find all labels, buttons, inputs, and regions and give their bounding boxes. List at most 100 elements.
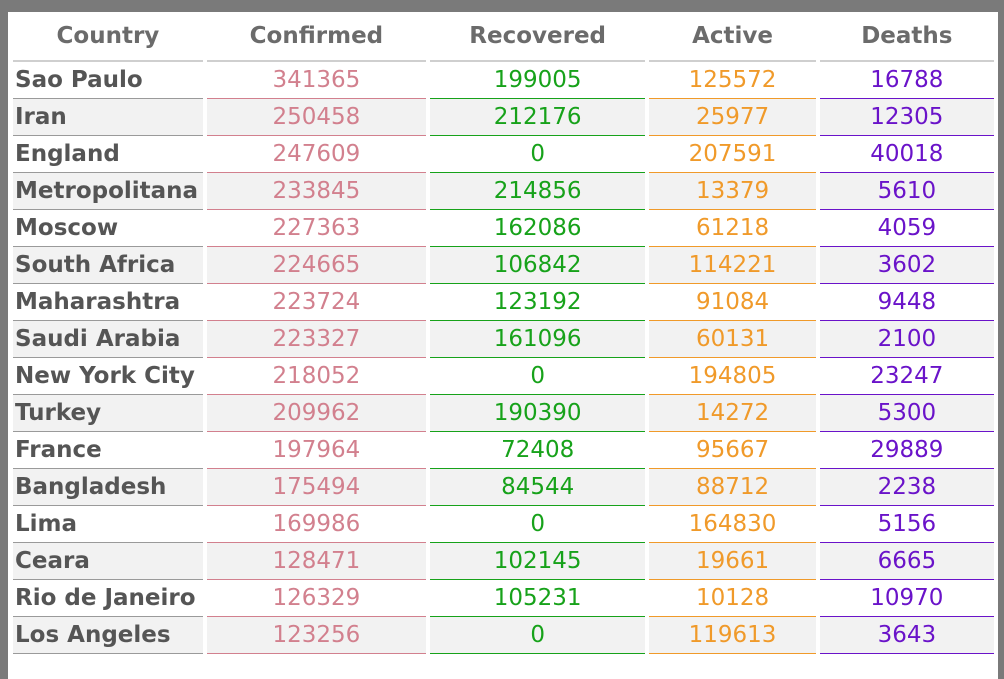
table-row[interactable]: Los Angeles 123256 0 119613 3643 xyxy=(13,617,994,654)
cell-country: Los Angeles xyxy=(13,617,203,654)
cell-deaths: 3643 xyxy=(819,617,994,654)
cell-country: France xyxy=(13,432,203,469)
cell-confirmed: 224665 xyxy=(206,247,426,284)
cell-active: 14272 xyxy=(649,395,816,432)
cell-deaths: 6665 xyxy=(819,543,994,580)
cell-deaths: 2100 xyxy=(819,321,994,358)
table-row[interactable]: Rio de Janeiro 126329 105231 10128 10970 xyxy=(13,580,994,617)
cell-active: 207591 xyxy=(649,136,816,173)
cell-deaths: 2238 xyxy=(819,469,994,506)
cell-recovered: 84544 xyxy=(429,469,646,506)
cell-recovered: 161096 xyxy=(429,321,646,358)
cell-recovered: 106842 xyxy=(429,247,646,284)
table-row[interactable]: Metropolitana 233845 214856 13379 5610 xyxy=(13,173,994,210)
cell-confirmed: 123256 xyxy=(206,617,426,654)
cell-country: Moscow xyxy=(13,210,203,247)
cell-country: South Africa xyxy=(13,247,203,284)
table-row[interactable]: New York City 218052 0 194805 23247 xyxy=(13,358,994,395)
cell-deaths: 9448 xyxy=(819,284,994,321)
cell-active: 10128 xyxy=(649,580,816,617)
cell-recovered: 0 xyxy=(429,358,646,395)
cell-active: 60131 xyxy=(649,321,816,358)
cell-active: 164830 xyxy=(649,506,816,543)
cell-deaths: 5610 xyxy=(819,173,994,210)
cell-active: 194805 xyxy=(649,358,816,395)
header-row: Country Confirmed Recovered Active Death… xyxy=(13,12,994,62)
table-row[interactable]: Moscow 227363 162086 61218 4059 xyxy=(13,210,994,247)
cell-deaths: 3602 xyxy=(819,247,994,284)
table-row[interactable]: Sao Paulo 341365 199005 125572 16788 xyxy=(13,62,994,99)
column-header-confirmed[interactable]: Confirmed xyxy=(206,12,426,62)
cell-active: 119613 xyxy=(649,617,816,654)
cell-recovered: 102145 xyxy=(429,543,646,580)
cell-active: 114221 xyxy=(649,247,816,284)
cell-recovered: 0 xyxy=(429,617,646,654)
table-row[interactable]: Saudi Arabia 223327 161096 60131 2100 xyxy=(13,321,994,358)
table-row[interactable]: Bangladesh 175494 84544 88712 2238 xyxy=(13,469,994,506)
covid-stats-table: Country Confirmed Recovered Active Death… xyxy=(9,12,998,654)
cell-country: New York City xyxy=(13,358,203,395)
cell-country: Metropolitana xyxy=(13,173,203,210)
column-header-active[interactable]: Active xyxy=(649,12,816,62)
table-row[interactable]: Lima 169986 0 164830 5156 xyxy=(13,506,994,543)
cell-confirmed: 247609 xyxy=(206,136,426,173)
cell-deaths: 40018 xyxy=(819,136,994,173)
cell-country: Sao Paulo xyxy=(13,62,203,99)
cell-recovered: 0 xyxy=(429,506,646,543)
cell-active: 95667 xyxy=(649,432,816,469)
cell-deaths: 16788 xyxy=(819,62,994,99)
cell-confirmed: 175494 xyxy=(206,469,426,506)
cell-confirmed: 223724 xyxy=(206,284,426,321)
cell-confirmed: 341365 xyxy=(206,62,426,99)
cell-deaths: 23247 xyxy=(819,358,994,395)
column-header-country[interactable]: Country xyxy=(13,12,203,62)
table-body: Sao Paulo 341365 199005 125572 16788 Iran 2504… xyxy=(13,62,994,654)
cell-deaths: 4059 xyxy=(819,210,994,247)
cell-recovered: 72408 xyxy=(429,432,646,469)
cell-confirmed: 250458 xyxy=(206,99,426,136)
cell-confirmed: 218052 xyxy=(206,358,426,395)
column-header-deaths[interactable]: Deaths xyxy=(819,12,994,62)
cell-confirmed: 128471 xyxy=(206,543,426,580)
table-row[interactable]: Maharashtra 223724 123192 91084 9448 xyxy=(13,284,994,321)
cell-confirmed: 126329 xyxy=(206,580,426,617)
cell-confirmed: 223327 xyxy=(206,321,426,358)
cell-active: 61218 xyxy=(649,210,816,247)
cell-confirmed: 209962 xyxy=(206,395,426,432)
column-header-recovered[interactable]: Recovered xyxy=(429,12,646,62)
cell-confirmed: 197964 xyxy=(206,432,426,469)
table-row[interactable]: England 247609 0 207591 40018 xyxy=(13,136,994,173)
cell-active: 19661 xyxy=(649,543,816,580)
cell-recovered: 123192 xyxy=(429,284,646,321)
cell-recovered: 212176 xyxy=(429,99,646,136)
cell-country: Saudi Arabia xyxy=(13,321,203,358)
cell-recovered: 105231 xyxy=(429,580,646,617)
cell-confirmed: 227363 xyxy=(206,210,426,247)
cell-recovered: 199005 xyxy=(429,62,646,99)
cell-recovered: 162086 xyxy=(429,210,646,247)
table-row[interactable]: Ceara 128471 102145 19661 6665 xyxy=(13,543,994,580)
table-row[interactable]: Turkey 209962 190390 14272 5300 xyxy=(13,395,994,432)
cell-country: Lima xyxy=(13,506,203,543)
cell-recovered: 214856 xyxy=(429,173,646,210)
cell-country: Turkey xyxy=(13,395,203,432)
cell-recovered: 190390 xyxy=(429,395,646,432)
cell-active: 88712 xyxy=(649,469,816,506)
table-row[interactable]: Iran 250458 212176 25977 12305 xyxy=(13,99,994,136)
cell-deaths: 10970 xyxy=(819,580,994,617)
cell-deaths: 5156 xyxy=(819,506,994,543)
cell-country: Bangladesh xyxy=(13,469,203,506)
cell-country: Rio de Janeiro xyxy=(13,580,203,617)
cell-country: Ceara xyxy=(13,543,203,580)
cell-deaths: 12305 xyxy=(819,99,994,136)
cell-active: 25977 xyxy=(649,99,816,136)
cell-confirmed: 169986 xyxy=(206,506,426,543)
cell-active: 125572 xyxy=(649,62,816,99)
cell-active: 13379 xyxy=(649,173,816,210)
cell-country: England xyxy=(13,136,203,173)
table-row[interactable]: South Africa 224665 106842 114221 3602 xyxy=(13,247,994,284)
table-row[interactable]: France 197964 72408 95667 29889 xyxy=(13,432,994,469)
cell-active: 91084 xyxy=(649,284,816,321)
cell-confirmed: 233845 xyxy=(206,173,426,210)
cell-deaths: 5300 xyxy=(819,395,994,432)
